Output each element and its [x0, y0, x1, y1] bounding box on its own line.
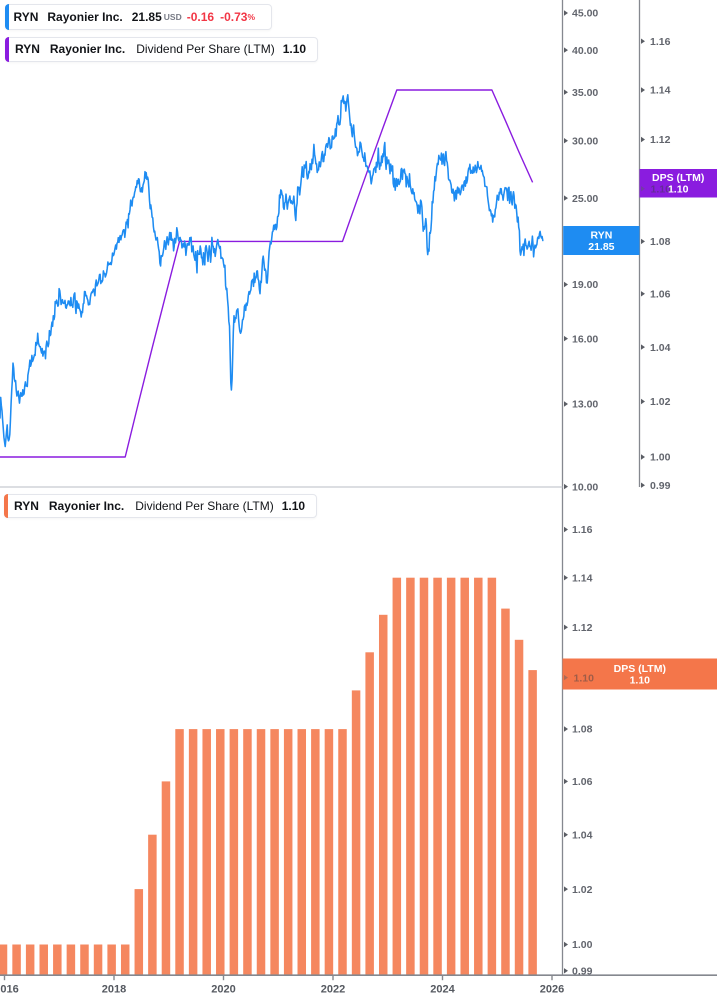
svg-text:1.04: 1.04 [572, 829, 593, 841]
svg-text:1.02: 1.02 [572, 884, 593, 896]
svg-text:2022: 2022 [321, 984, 345, 996]
svg-text:45.00: 45.00 [572, 8, 598, 20]
svg-text:DPS (LTM): DPS (LTM) [652, 172, 704, 184]
svg-text:40.00: 40.00 [572, 45, 598, 57]
svg-text:10.00: 10.00 [572, 481, 598, 493]
svg-text:1.10: 1.10 [668, 184, 689, 196]
svg-text:RYN: RYN [591, 230, 613, 242]
svg-text:21.85: 21.85 [588, 241, 614, 253]
svg-text:13.00: 13.00 [572, 399, 598, 411]
svg-text:1.08: 1.08 [572, 724, 593, 736]
svg-text:1.16: 1.16 [650, 36, 671, 48]
svg-text:0.99: 0.99 [650, 480, 671, 492]
svg-text:1.10: 1.10 [574, 672, 595, 684]
svg-text:30.00: 30.00 [572, 135, 598, 147]
svg-text:1.12: 1.12 [572, 622, 593, 634]
svg-text:1.16: 1.16 [572, 524, 593, 536]
svg-text:1.02: 1.02 [650, 396, 671, 408]
svg-text:1.06: 1.06 [572, 776, 593, 788]
svg-text:2026: 2026 [540, 984, 564, 996]
svg-text:0.99: 0.99 [572, 966, 593, 978]
svg-text:2018: 2018 [102, 984, 126, 996]
svg-text:25.00: 25.00 [572, 193, 598, 205]
svg-text:1.00: 1.00 [650, 452, 671, 464]
svg-text:1.10: 1.10 [651, 183, 672, 195]
svg-text:1.14: 1.14 [650, 85, 671, 97]
svg-text:1.04: 1.04 [650, 342, 671, 354]
svg-text:1.10: 1.10 [630, 674, 651, 686]
svg-text:16.00: 16.00 [572, 333, 598, 345]
svg-text:DPS (LTM): DPS (LTM) [614, 663, 666, 675]
svg-text:1.06: 1.06 [650, 289, 671, 301]
svg-text:1.12: 1.12 [650, 134, 671, 146]
svg-text:2020: 2020 [211, 984, 235, 996]
svg-text:1.00: 1.00 [572, 939, 593, 951]
svg-text:2024: 2024 [430, 984, 455, 996]
svg-text:1.14: 1.14 [572, 572, 593, 584]
svg-text:35.00: 35.00 [572, 87, 598, 99]
svg-text:1.08: 1.08 [650, 236, 671, 248]
svg-text:2016: 2016 [0, 984, 19, 996]
svg-text:19.00: 19.00 [572, 279, 598, 291]
